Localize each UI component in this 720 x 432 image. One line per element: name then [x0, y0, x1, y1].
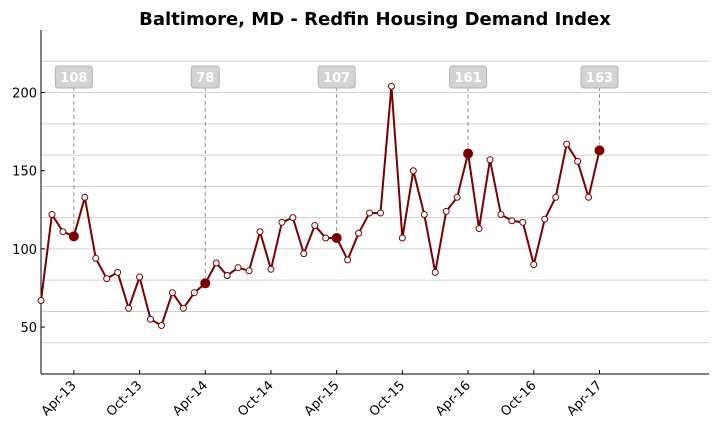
- data-point: [59, 228, 67, 236]
- data-point: [256, 228, 264, 236]
- annotation-label: 163: [586, 71, 613, 86]
- annotation-label: 108: [60, 71, 87, 86]
- highlight-point: [594, 145, 605, 156]
- data-point: [585, 193, 593, 201]
- data-point: [289, 214, 297, 222]
- annotation-box: [54, 65, 93, 89]
- chart-title: Baltimore, MD - Redfin Housing Demand In…: [139, 9, 611, 30]
- x-tick-label: Apr-13: [39, 378, 80, 419]
- data-point: [179, 304, 187, 312]
- data-point: [48, 211, 56, 219]
- annotation-label: 107: [323, 71, 350, 86]
- data-point: [267, 265, 275, 273]
- data-point: [453, 193, 461, 201]
- x-tick-label: Apr-16: [433, 378, 474, 419]
- data-point: [223, 271, 231, 279]
- data-point: [376, 209, 384, 217]
- data-point: [409, 167, 417, 175]
- data-point: [136, 273, 144, 281]
- series-line: [40, 86, 601, 328]
- annotation-box: [190, 65, 220, 89]
- annotation-box: [580, 65, 619, 89]
- y-tick-label: 150: [12, 165, 37, 180]
- data-point: [420, 211, 428, 219]
- data-point: [157, 322, 165, 330]
- x-tick-label: Apr-17: [564, 378, 605, 419]
- highlight-point: [331, 232, 342, 243]
- data-point: [486, 156, 494, 164]
- y-tick-label: 200: [12, 87, 37, 102]
- data-point: [234, 264, 242, 272]
- annotation-label: 161: [455, 71, 482, 86]
- x-tick-label: Oct-16: [498, 378, 540, 420]
- y-tick-label: 50: [20, 321, 37, 336]
- data-point: [300, 250, 308, 258]
- highlight-point: [463, 148, 474, 159]
- data-point: [497, 211, 505, 219]
- annotation-box: [449, 65, 488, 89]
- x-tick-label: Apr-14: [170, 378, 211, 419]
- data-point: [322, 234, 330, 242]
- annotation-box: [317, 65, 356, 89]
- y-tick-label: 100: [12, 243, 37, 258]
- data-point: [92, 254, 100, 262]
- x-tick-label: Apr-15: [302, 378, 343, 419]
- data-point: [311, 221, 319, 229]
- data-point: [245, 267, 253, 275]
- data-point: [81, 193, 89, 201]
- data-point: [344, 256, 352, 264]
- x-tick-label: Oct-13: [104, 378, 146, 420]
- data-point: [355, 229, 363, 237]
- data-point: [278, 218, 286, 226]
- data-point: [574, 157, 582, 165]
- data-point: [431, 268, 439, 276]
- data-point: [563, 140, 571, 148]
- annotation-label: 78: [196, 71, 214, 86]
- data-point: [212, 259, 220, 267]
- data-point: [552, 193, 560, 201]
- data-point: [530, 261, 538, 269]
- highlight-point: [200, 278, 211, 289]
- data-point: [508, 217, 516, 225]
- data-point: [519, 218, 527, 226]
- data-point: [147, 315, 155, 323]
- data-point: [103, 275, 111, 283]
- data-point: [366, 209, 374, 217]
- x-tick-label: Oct-15: [367, 378, 409, 420]
- highlight-point: [68, 231, 79, 242]
- x-tick-label: Oct-14: [235, 378, 277, 420]
- data-point: [125, 304, 133, 312]
- data-point: [398, 234, 406, 242]
- data-point: [114, 268, 122, 276]
- data-point: [168, 289, 176, 297]
- data-point: [37, 297, 45, 305]
- data-point: [541, 215, 549, 223]
- data-point: [442, 207, 450, 215]
- data-point: [190, 289, 198, 297]
- data-point: [387, 82, 395, 90]
- data-point: [475, 225, 483, 233]
